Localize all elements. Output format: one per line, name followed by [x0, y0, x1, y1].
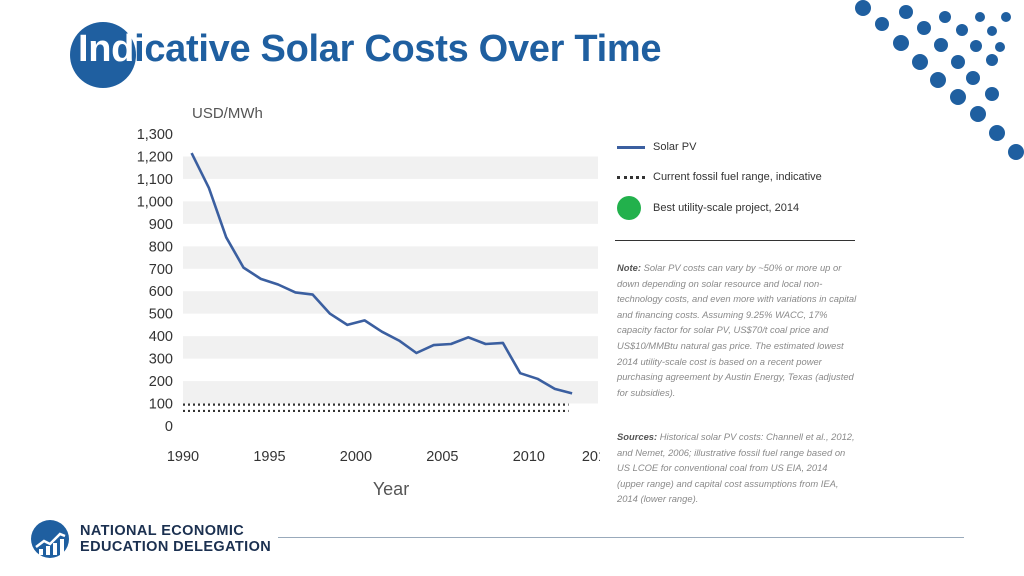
series-line-solar-pv [190, 152, 573, 395]
title-highlight: Ind [78, 28, 135, 70]
title-accent-circle [70, 22, 136, 88]
y-tick-label: 300 [149, 352, 173, 368]
org-name-line2: EDUCATION DELEGATION [80, 539, 272, 555]
legend-separator [615, 240, 855, 241]
y-tick-label: 800 [149, 239, 173, 255]
chart-sources: Sources: Historical solar PV costs: Chan… [617, 429, 857, 507]
grid-band [183, 201, 598, 224]
y-tick-label: 200 [149, 374, 173, 390]
y-tick-label: 700 [149, 262, 173, 278]
y-tick-label: 100 [149, 397, 173, 413]
note-text: Solar PV costs can vary by ~50% or more … [617, 262, 857, 398]
page-title: Indicative Solar Costs Over Time [78, 28, 661, 71]
y-tick-label: 900 [149, 217, 173, 233]
grid-band [183, 156, 598, 179]
legend-fossil-swatch [617, 176, 645, 179]
solar-cost-chart: 0 100 200 300 400 500 600 700 800 900 1,000 1,100 1,… [137, 105, 600, 499]
org-name: NATIONAL ECONOMIC EDUCATION DELEGATION [80, 523, 271, 555]
x-tick-label: 2010 [513, 449, 545, 465]
grid-band [183, 246, 598, 269]
y-axis-label: USD/MWh [192, 105, 263, 122]
legend-best-swatch [617, 196, 641, 220]
y-tick-label: 600 [149, 284, 173, 300]
x-tick-label: 2000 [340, 449, 372, 465]
org-logo-icon [31, 520, 69, 558]
sources-text: Historical solar PV costs: Channell et a… [617, 431, 855, 505]
legend-solar-pv-swatch [617, 146, 645, 149]
grid-band [183, 336, 598, 359]
y-tick-label: 1,100 [137, 172, 173, 188]
grid-band [183, 381, 598, 404]
legend-best-label: Best utility-scale project, 2014 [653, 202, 800, 214]
x-axis-label: Year [373, 479, 409, 499]
legend-solar-pv-label: Solar PV [653, 141, 697, 153]
x-tick-label: 2014 [582, 449, 600, 465]
note-label: Note: [617, 262, 641, 273]
x-tick-label: 1995 [253, 449, 285, 465]
y-tick-label: 1,200 [137, 149, 173, 165]
legend-fossil-label: Current fossil fuel range, indicative [653, 171, 822, 183]
x-tick-label: 1990 [167, 449, 199, 465]
y-tick-label: 1,000 [137, 194, 173, 210]
decorative-dot-pattern [855, 0, 1024, 160]
x-tick-label: 2005 [426, 449, 458, 465]
sources-label: Sources: [617, 431, 658, 442]
title-rest: icative Solar Costs Over Time [134, 28, 662, 70]
org-name-line1: NATIONAL ECONOMIC [80, 523, 245, 539]
footer-divider [278, 537, 964, 538]
y-tick-label: 500 [149, 307, 173, 323]
chart-note: Note: Solar PV costs can vary by ~50% or… [617, 260, 857, 400]
y-tick-label: 0 [165, 419, 173, 435]
y-tick-label: 1,300 [137, 127, 173, 143]
y-tick-label: 400 [149, 329, 173, 345]
grid-band [183, 291, 598, 314]
